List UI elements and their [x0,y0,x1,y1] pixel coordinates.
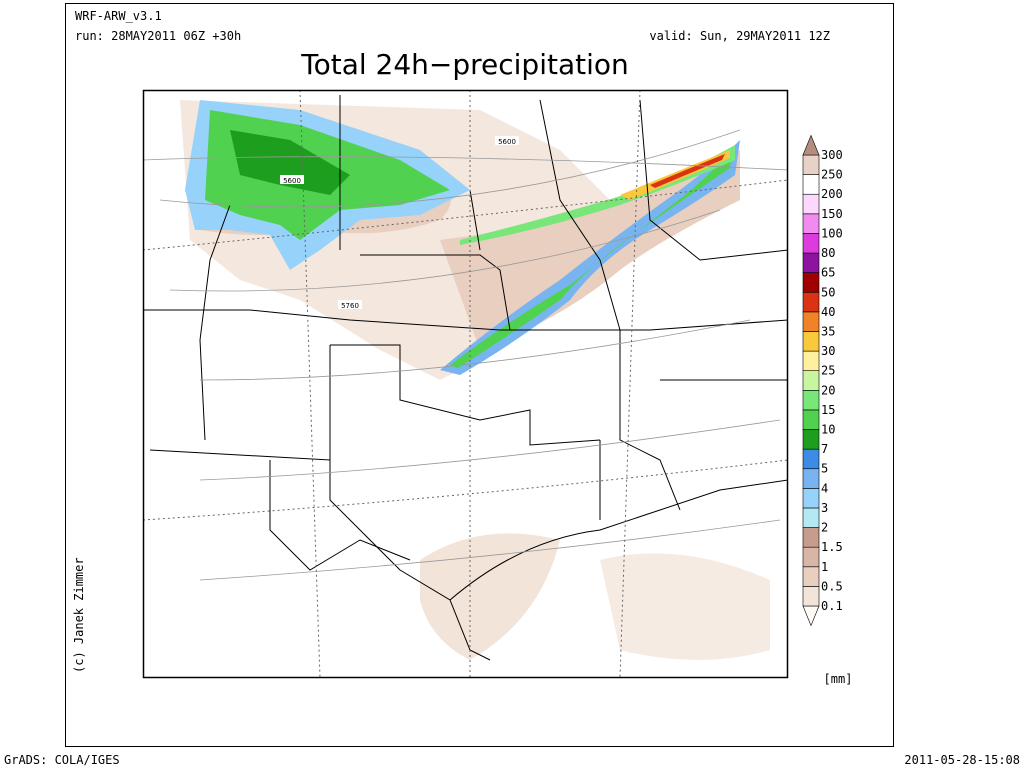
colorbar-label: 300 [821,148,843,162]
colorbar-label: 0.5 [821,579,843,593]
colorbar-label: 80 [821,246,835,260]
model-label: WRF-ARW_v3.1 [75,9,162,23]
colorbar-box [802,213,820,234]
colorbar-label: 25 [821,364,835,378]
colorbar-box [802,350,820,371]
title: Total 24h−precipitation [300,48,629,81]
colorbar-label: 30 [821,344,835,358]
credit: (c) Janek Zimmer [72,557,86,673]
colorbar-box [802,311,820,332]
colorbar-label: 1 [821,560,828,574]
colorbar-label: 15 [821,403,835,417]
colorbar-box [802,429,820,450]
colorbar-box [802,370,820,391]
colorbar-label: 40 [821,305,835,319]
colorbar-label: 10 [821,423,835,437]
colorbar-triangle [802,605,820,627]
colorbar-label: 150 [821,207,843,221]
plot-frame [65,3,894,747]
colorbar-box [802,546,820,568]
colorbar-label: 100 [821,226,843,240]
colorbar-label: 50 [821,285,835,299]
colorbar-label: 2 [821,521,828,535]
colorbar-box [802,272,820,293]
colorbar-box [802,154,820,175]
colorbar-box [802,448,820,470]
colorbar-label: 250 [821,168,843,182]
colorbar-label: 4 [821,481,828,495]
colorbar-triangle [802,134,820,156]
colorbar-label: 200 [821,187,843,201]
colorbar-label: 20 [821,383,835,397]
colorbar-box [802,566,820,587]
colorbar-box [802,174,820,195]
contour-label: 5600 [283,177,301,185]
run-label: run: 28MAY2011 06Z +30h [75,29,241,43]
colorbar-box [802,390,820,411]
colorbar-box [802,468,820,489]
colorbar-label: 7 [821,442,828,456]
valid-label: valid: Sun, 29MAY2011 12Z [649,29,830,43]
colorbar: 0.1 0.5 1 1.5 2 3 4 5 7 10 15 20 25 30 35 40 50 65 80 100 15… [802,134,843,627]
colorbar-box [802,507,820,528]
colorbar-label: 1.5 [821,540,843,554]
colorbar-label: 0.1 [821,599,843,613]
footer-left: GrADS: COLA/IGES [4,753,120,767]
colorbar-label: 35 [821,324,835,338]
map: 5600 5600 5760 [142,89,789,679]
colorbar-unit: [mm] [824,672,853,686]
colorbar-label: 3 [821,501,828,515]
colorbar-box [802,252,820,273]
colorbar-box [802,233,820,254]
contour-label: 5600 [498,138,516,146]
colorbar-box [802,488,820,509]
contour-label: 5760 [341,302,359,310]
colorbar-box [802,331,820,352]
colorbar-box [802,291,820,313]
colorbar-label: 5 [821,462,828,476]
colorbar-box [802,586,820,607]
footer-right: 2011-05-28-15:08 [904,753,1020,767]
colorbar-box [802,527,820,548]
colorbar-box [802,193,820,215]
colorbar-label: 65 [821,266,835,280]
colorbar-box [802,409,820,430]
